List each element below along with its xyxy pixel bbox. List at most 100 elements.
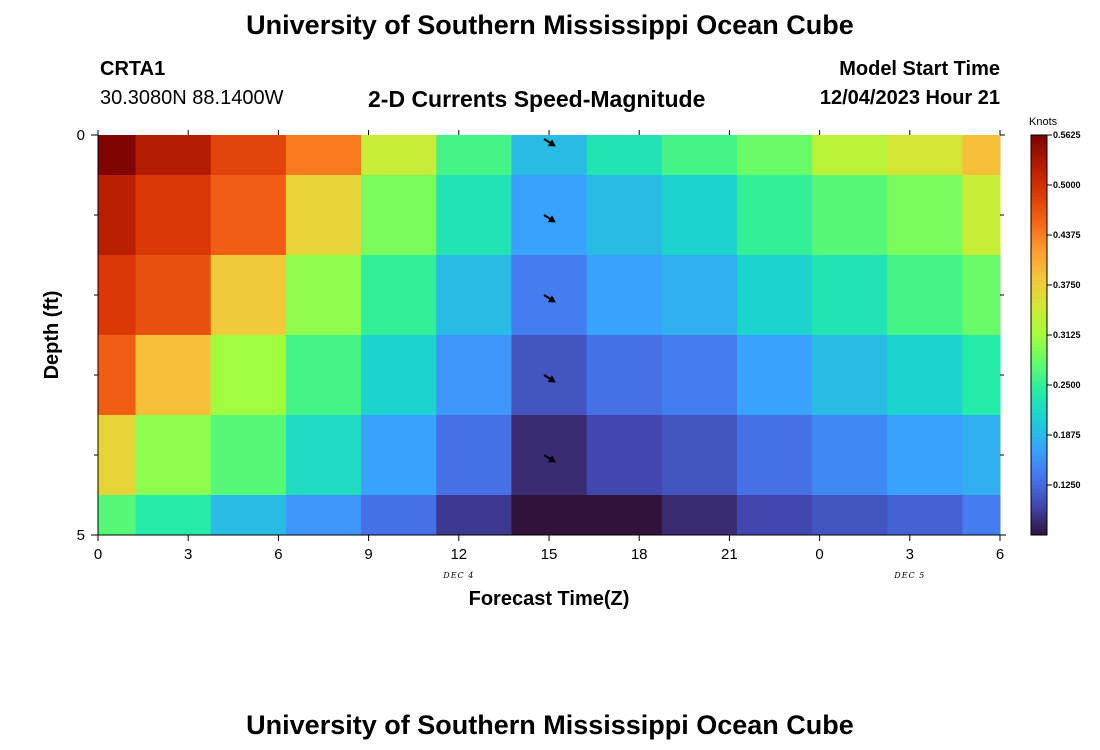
heatmap-cell	[887, 175, 963, 256]
heatmap-cell	[98, 255, 137, 336]
heatmap-cell	[661, 495, 738, 536]
colorbar-tick-label: 0.2500	[1053, 380, 1081, 390]
day-label: DEC 5	[893, 571, 925, 580]
heatmap-cell	[962, 175, 1001, 256]
y-tick-label: 5	[77, 527, 85, 544]
x-tick-label: 6	[274, 546, 282, 563]
model-start-label: Model Start Time	[839, 58, 1000, 80]
heatmap-cell	[511, 135, 588, 176]
heatmap-cell	[361, 335, 437, 416]
current-vector-arrow	[543, 214, 556, 223]
colorbar-tick-label: 0.5625	[1053, 130, 1081, 140]
heatmap-cell	[661, 175, 738, 256]
heatmap-cell	[661, 135, 738, 176]
heatmap-cell	[887, 135, 963, 176]
heatmap-cell	[98, 495, 137, 536]
heatmap-cell	[661, 335, 738, 416]
heatmap-cell	[436, 415, 512, 496]
x-tick-label: 0	[94, 546, 102, 563]
heatmap-cell	[361, 415, 437, 496]
heatmap-cell	[210, 135, 287, 176]
heatmap-cell	[887, 495, 963, 536]
heatmap-cell	[812, 335, 888, 416]
heatmap-cell	[98, 335, 137, 416]
colorbar-tick-label: 0.1875	[1053, 430, 1081, 440]
heatmap-cell	[736, 495, 813, 536]
heatmap-cell	[812, 135, 888, 176]
heatmap-cell	[436, 495, 512, 536]
x-tick-label: 15	[541, 546, 558, 563]
heatmap-cell	[285, 175, 362, 256]
page-title-bottom: University of Southern Mississippi Ocean…	[246, 710, 854, 740]
x-axis-title: Forecast Time(Z)	[469, 588, 630, 610]
heatmap-cell	[436, 255, 512, 336]
heatmap-cell	[436, 175, 512, 256]
heatmap-cell	[361, 255, 437, 336]
heatmap-cell	[98, 415, 137, 496]
heatmap-cell	[736, 335, 813, 416]
heatmap-cell	[887, 335, 963, 416]
y-tick-label: 0	[77, 127, 85, 144]
heatmap-cell	[135, 335, 212, 416]
heatmap-cell	[586, 255, 663, 336]
heatmap-cell	[361, 495, 437, 536]
heatmap-cell	[210, 415, 287, 496]
station-coords: 30.3080N 88.1400W	[100, 87, 284, 109]
colorbar-units-label: Knots	[1029, 116, 1058, 128]
colorbar	[1030, 134, 1048, 536]
heatmap-cell	[962, 135, 1001, 176]
colorbar-tick-label: 0.3125	[1053, 330, 1081, 340]
heatmap-cell	[586, 135, 663, 176]
heatmap-cell	[887, 255, 963, 336]
x-tick-label: 3	[184, 546, 192, 563]
heatmap-cell	[511, 175, 588, 256]
colorbar-tick-label: 0.4375	[1053, 230, 1081, 240]
heatmap-cell	[812, 415, 888, 496]
heatmap-cell	[812, 255, 888, 336]
heatmap-cell	[962, 415, 1001, 496]
heatmap-cell	[661, 415, 738, 496]
x-tick-label: 9	[364, 546, 372, 563]
current-vector-arrow	[543, 374, 556, 383]
heatmap-cell	[135, 415, 212, 496]
heatmap-cell	[285, 335, 362, 416]
heatmap-cell	[361, 135, 437, 176]
current-vector-arrow	[543, 138, 556, 147]
station-id: CRTA1	[100, 58, 166, 80]
heatmap-cell	[285, 415, 362, 496]
page-title-top: University of Southern Mississippi Ocean…	[246, 10, 854, 40]
heatmap-cell	[98, 135, 137, 176]
x-tick-label: 0	[815, 546, 823, 563]
current-vector-arrow	[543, 294, 556, 303]
heatmap-cell	[736, 255, 813, 336]
heatmap-cell	[887, 415, 963, 496]
heatmap-cell	[511, 495, 588, 536]
heatmap-cell	[436, 335, 512, 416]
x-tick-label: 3	[906, 546, 914, 563]
heatmap-cell	[586, 175, 663, 256]
day-label: DEC 4	[442, 571, 474, 580]
heatmap-cell	[962, 495, 1001, 536]
heatmap-cell	[210, 175, 287, 256]
current-vector-arrow	[543, 454, 556, 463]
model-start-time: 12/04/2023 Hour 21	[819, 87, 1000, 109]
x-tick-label: 12	[450, 546, 467, 563]
heatmap-cell	[285, 135, 362, 176]
heatmap-cell	[285, 255, 362, 336]
colorbar-tick-label: 0.5000	[1053, 180, 1081, 190]
heatmap-cell	[736, 175, 813, 256]
heatmap-cell	[511, 335, 588, 416]
heatmap-cell	[962, 335, 1001, 416]
x-tick-label: 6	[996, 546, 1004, 563]
heatmap-cell	[661, 255, 738, 336]
heatmap-cell	[511, 415, 588, 496]
heatmap-cell	[135, 255, 212, 336]
x-tick-label: 21	[721, 546, 738, 563]
heatmap-cell	[98, 175, 137, 256]
heatmap-cell	[586, 415, 663, 496]
heatmap-cell	[210, 335, 287, 416]
colorbar-tick-label: 0.3750	[1053, 280, 1081, 290]
heatmap-cell	[210, 495, 287, 536]
colorbar-tick-label: 0.1250	[1053, 480, 1081, 490]
heatmap-cell	[135, 135, 212, 176]
